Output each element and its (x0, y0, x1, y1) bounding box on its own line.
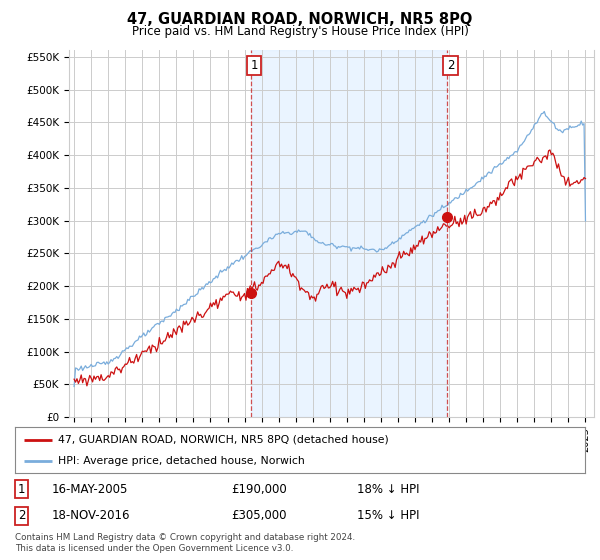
Text: £305,000: £305,000 (232, 510, 287, 522)
Text: 1: 1 (18, 483, 26, 496)
Text: HPI: Average price, detached house, Norwich: HPI: Average price, detached house, Norw… (58, 456, 305, 466)
Text: £190,000: £190,000 (232, 483, 287, 496)
Text: 2: 2 (447, 59, 454, 72)
Text: 18% ↓ HPI: 18% ↓ HPI (357, 483, 419, 496)
Text: 1: 1 (251, 59, 258, 72)
Bar (251, 50, 447, 417)
Text: Contains HM Land Registry data © Crown copyright and database right 2024.
This d: Contains HM Land Registry data © Crown c… (15, 533, 355, 553)
Text: 2: 2 (18, 510, 26, 522)
Text: 16-MAY-2005: 16-MAY-2005 (52, 483, 128, 496)
Text: 15% ↓ HPI: 15% ↓ HPI (357, 510, 419, 522)
Text: 47, GUARDIAN ROAD, NORWICH, NR5 8PQ: 47, GUARDIAN ROAD, NORWICH, NR5 8PQ (127, 12, 473, 27)
Text: Price paid vs. HM Land Registry's House Price Index (HPI): Price paid vs. HM Land Registry's House … (131, 25, 469, 38)
Text: 18-NOV-2016: 18-NOV-2016 (52, 510, 131, 522)
Text: 47, GUARDIAN ROAD, NORWICH, NR5 8PQ (detached house): 47, GUARDIAN ROAD, NORWICH, NR5 8PQ (det… (58, 435, 389, 445)
